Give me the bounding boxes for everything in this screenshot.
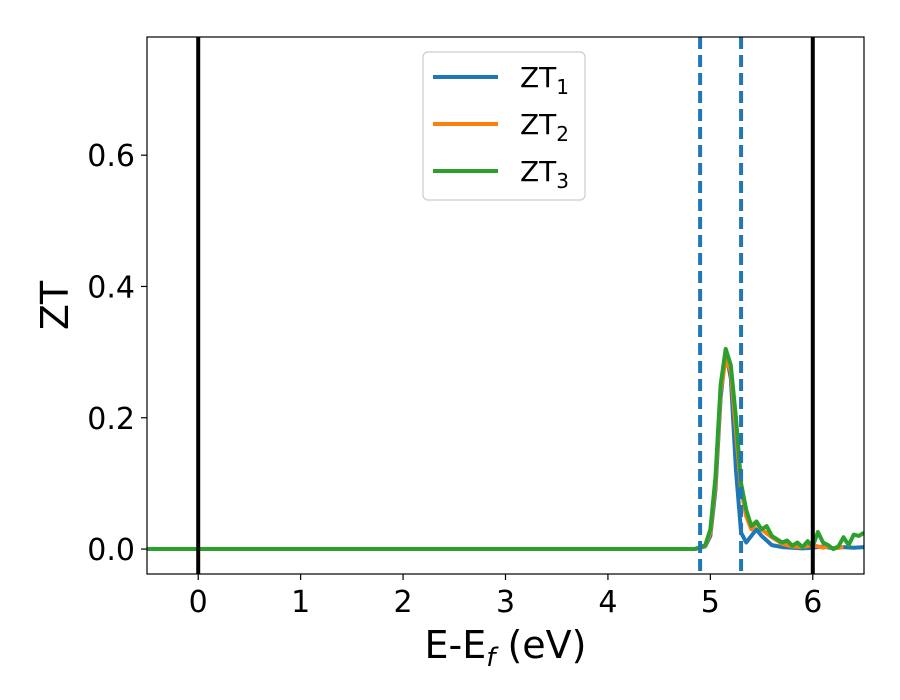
x-tick-label: 3 xyxy=(496,585,515,620)
x-tick-label: 6 xyxy=(803,585,822,620)
legend-label-1: ZT1 xyxy=(520,61,569,99)
x-tick-label: 5 xyxy=(701,585,720,620)
legend-label-2: ZT2 xyxy=(520,108,569,146)
plot-area xyxy=(147,37,864,574)
legend: ZT1 ZT2 ZT3 xyxy=(422,51,586,201)
x-tick-label: 4 xyxy=(598,585,617,620)
x-tick-label: 1 xyxy=(291,585,310,620)
y-axis: 0.0 0.2 0.4 0.6 xyxy=(87,139,147,568)
y-tick-label: 0.4 xyxy=(87,270,135,305)
x-axis-label: E-Ef (eV) xyxy=(425,623,587,673)
y-tick-label: 0.0 xyxy=(87,533,135,568)
y-axis-label: ZT xyxy=(33,280,77,330)
series-line-3 xyxy=(147,346,864,552)
legend-label-3: ZT3 xyxy=(520,155,569,193)
x-tick-label: 2 xyxy=(394,585,413,620)
x-tick-label: 0 xyxy=(189,585,208,620)
legend-box xyxy=(422,51,586,201)
x-axis: 0 1 2 3 4 5 6 xyxy=(189,574,822,620)
y-tick-label: 0.6 xyxy=(87,139,135,174)
y-tick-label: 0.2 xyxy=(87,402,135,437)
